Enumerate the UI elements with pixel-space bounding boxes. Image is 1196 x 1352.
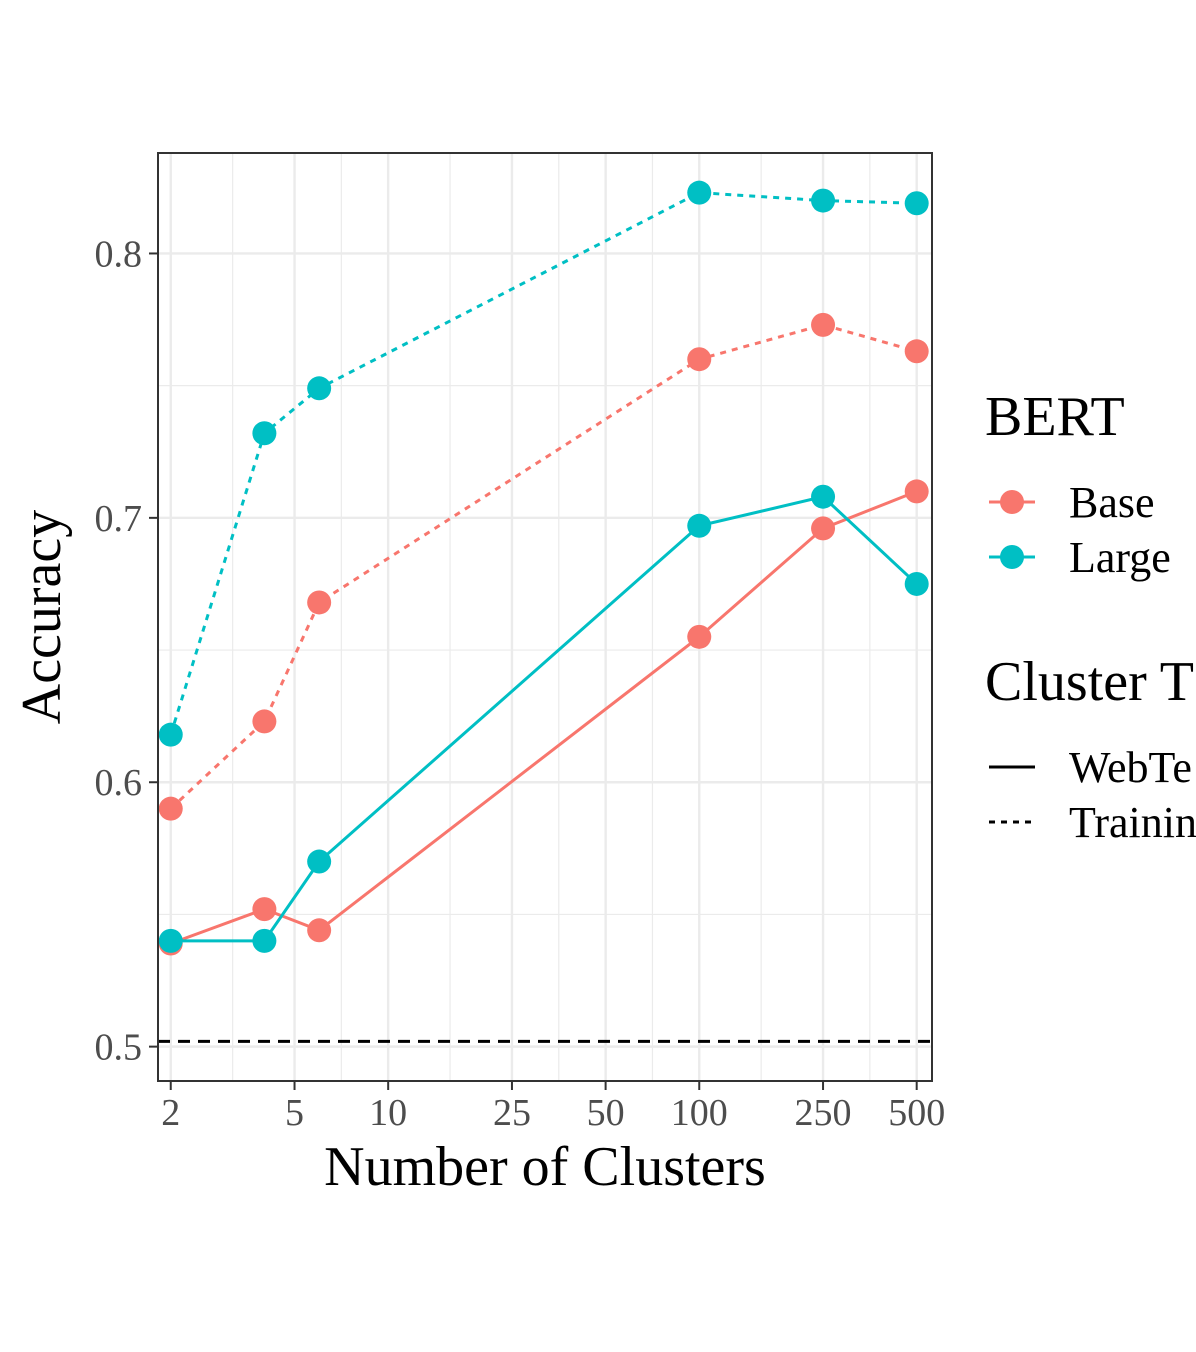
x-tick-label: 50 — [587, 1092, 625, 1134]
x-tick-label: 2 — [161, 1092, 180, 1134]
plot-panel-border — [157, 152, 933, 1082]
legend-label-webte: WebTe — [1069, 743, 1192, 792]
data-point-large-webte — [687, 513, 712, 538]
data-point-large-trainin — [687, 180, 712, 205]
data-point-large-trainin — [252, 421, 277, 446]
y-tick-label: 0.8 — [95, 233, 143, 275]
x-tick-label: 250 — [795, 1092, 852, 1134]
series-line-base-webte — [170, 490, 918, 945]
y-axis-title: Accuracy — [11, 510, 73, 725]
legend-key-point-base — [1000, 490, 1024, 514]
data-point-base-trainin — [158, 796, 183, 821]
data-point-large-webte — [811, 484, 836, 509]
data-point-base-trainin — [252, 709, 277, 734]
x-tick-label: 500 — [888, 1092, 945, 1134]
data-point-large-trainin — [811, 188, 836, 213]
data-point-base-trainin — [307, 590, 332, 615]
x-tick-label: 100 — [671, 1092, 728, 1134]
legend-label-base: Base — [1069, 478, 1155, 527]
data-point-large-webte — [307, 849, 332, 874]
data-point-base-trainin — [811, 312, 836, 337]
data-point-base-webte — [904, 479, 929, 504]
legend-key-point-large — [1000, 545, 1024, 569]
series-line-large-trainin — [169, 191, 917, 736]
data-point-base-trainin — [687, 347, 712, 372]
y-tick-label: 0.5 — [95, 1027, 143, 1069]
data-point-large-trainin — [158, 722, 183, 747]
legend-label-trainin: Trainin — [1069, 798, 1196, 847]
data-point-large-webte — [158, 928, 183, 953]
data-point-base-webte — [811, 516, 836, 541]
x-tick-label: 5 — [285, 1092, 304, 1134]
series-line-large-webte — [170, 495, 918, 943]
data-point-large-webte — [904, 571, 929, 596]
grid-layer — [158, 153, 932, 1081]
data-point-large-trainin — [904, 191, 929, 216]
data-point-base-webte — [252, 897, 277, 922]
x-axis-title: Number of Clusters — [324, 1136, 766, 1198]
x-tick-label: 25 — [493, 1092, 531, 1134]
legend: BERT Base Large Cluster T WebTe Trainin — [985, 386, 1196, 847]
data-point-large-webte — [252, 928, 277, 953]
y-tick-label: 0.6 — [95, 762, 143, 804]
series-layer — [158, 180, 929, 956]
legend-label-large: Large — [1069, 533, 1171, 582]
data-point-large-trainin — [307, 376, 332, 401]
legend-title-cluster-type: Cluster T — [985, 651, 1194, 713]
data-point-base-trainin — [904, 339, 929, 364]
data-point-base-webte — [307, 918, 332, 943]
plot-panel-background — [158, 153, 932, 1081]
legend-title-bert: BERT — [985, 386, 1125, 448]
series-line-base-trainin — [169, 323, 918, 810]
y-tick-label: 0.7 — [95, 498, 143, 540]
x-tick-label: 10 — [369, 1092, 407, 1134]
data-point-base-webte — [687, 624, 712, 649]
